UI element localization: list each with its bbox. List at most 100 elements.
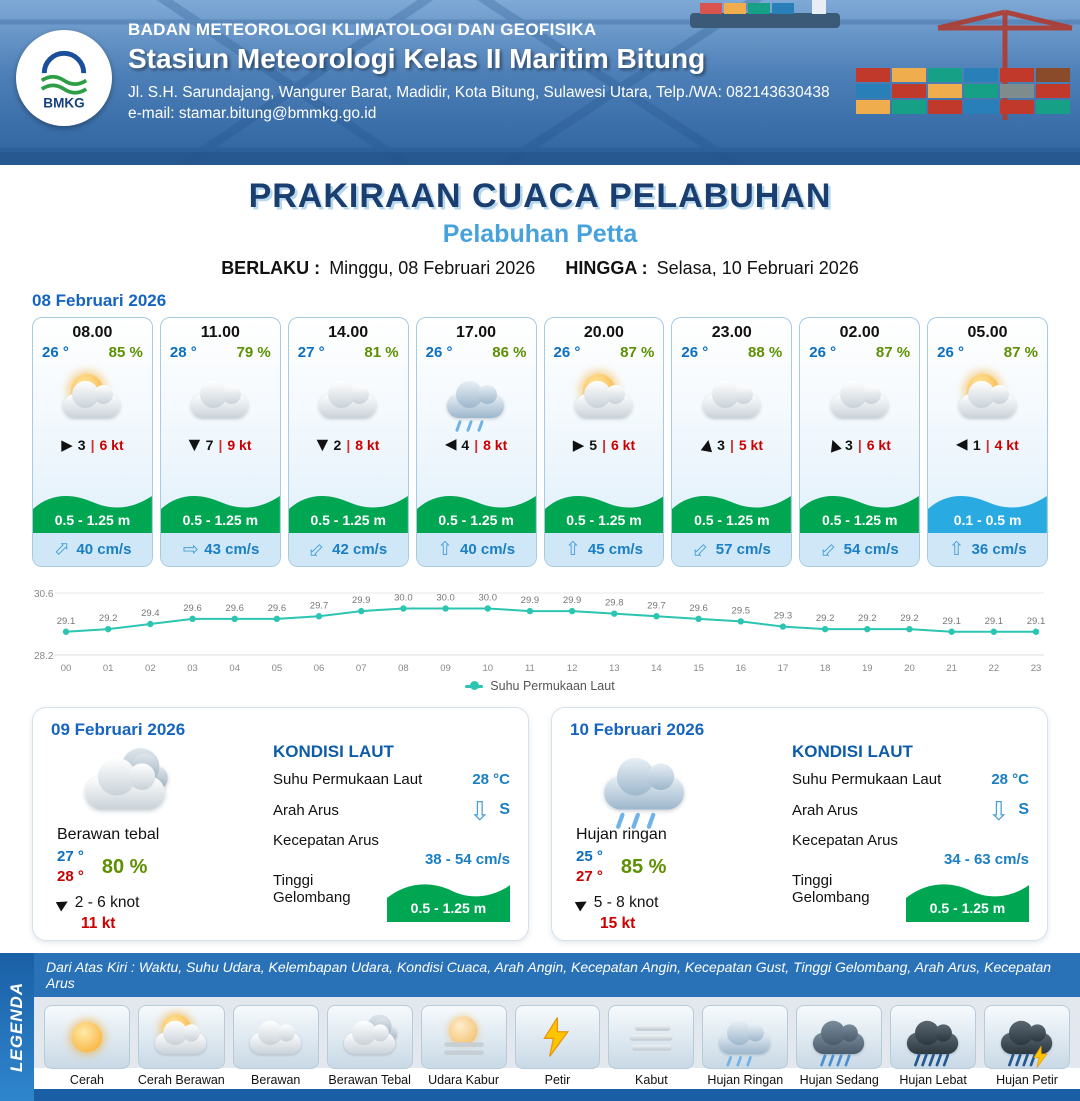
current-row: ⇧ 57 cm/s [672,533,792,566]
hour-label: 17.00 [456,324,497,341]
station-address: Jl. S.H. Sarundajang, Wangurer Barat, Ma… [128,84,830,101]
humidity-value: 87 % [875,344,911,361]
legend-section: LEGENDA Dari Atas Kiri : Waktu, Suhu Uda… [0,953,1080,1101]
daily-card: 09 Februari 2026 Berawan tebal 27 ° 28 °… [32,707,529,941]
petir-icon [529,1015,587,1060]
hourly-card: 11.00 28 ° 79 % ▶ 7 | 9 kt 0.5 - 1.25 m ⇧ 43 cm/s [159,317,281,567]
humidity-value: 85 % [620,855,667,878]
legend-items-row: Cerah Cerah Berawan Berawan Berawan Tebal Ud… [34,997,1080,1089]
current-speed-value: 43 cm/s [204,541,260,558]
wind-speed: 4 [461,437,470,453]
sst-chart-section: 30.6 28.2 29.1 00 29.2 01 29.4 02 29.6 03 29.6 04 29… [32,577,1048,693]
udara-kabur-icon [435,1015,493,1060]
daily-weather-icon-slot [600,748,684,830]
wind-gust: 8 kt [355,437,380,453]
svg-text:29.8: 29.8 [605,598,624,609]
wind-gust: 15 kt [600,914,636,932]
current-direction-label: Arah Arus [792,801,858,819]
svg-text:29.1: 29.1 [942,616,961,627]
cerah-berawan-icon [153,1014,211,1060]
bmkg-logo-emblem: BMKG [40,50,88,111]
current-direction-icon: ⇧ [437,539,453,560]
svg-text:17: 17 [778,663,789,674]
wave-height-value: 0.5 - 1.25 m [821,512,898,528]
wave-height-band: 0.5 - 1.25 m [416,487,536,533]
svg-text:29.9: 29.9 [563,595,582,606]
condition-label: Hujan ringan [576,826,667,843]
wind-direction-icon: ▶ [444,436,457,454]
humidity-value: 79 % [236,344,271,361]
legend-item-label: Hujan Petir [996,1073,1058,1087]
wave-height-badge: 0.5 - 1.25 m [386,874,510,922]
wind-row: ▶ 7 | 9 kt [186,437,252,453]
svg-text:19: 19 [862,663,873,674]
temp-max: 27 ° [576,868,603,886]
legend-icon-box [514,1005,601,1069]
legend-item: Cerah [44,1005,130,1087]
svg-text:29.4: 29.4 [141,608,160,619]
wind-speed: 1 [972,437,981,453]
current-speed-label: Kecepatan Arus [273,832,379,849]
legend-icon-box [326,1005,413,1069]
validity-period: BERLAKU : Minggu, 08 Februari 2026 HINGGA… [0,258,1080,279]
legend-item-label: Cerah [69,1073,104,1087]
svg-text:10: 10 [482,663,493,674]
current-direction-icon: ⇧ [468,795,491,825]
daily-weather-icon-slot [81,748,168,818]
hujan-ringan-icon [716,1015,774,1067]
svg-text:16: 16 [735,663,746,674]
cerah-berawan-icon [956,374,1020,424]
hourly-card: 08.00 26 ° 85 % ▶ 3 | 6 kt 0.5 - 1.25 m ⇧ 40 cm/s [32,317,153,567]
current-direction-icon: ⇧ [987,795,1010,825]
sst-label: Suhu Permukaan Laut [273,771,423,788]
legend-icon-box [420,1005,507,1069]
svg-text:04: 04 [229,663,240,674]
org-name: BADAN METEOROLOGI KLIMATOLOGI DAN GEOFIS… [128,20,597,39]
divider: | [346,437,351,453]
temp-max: 28 ° [57,868,84,886]
current-row: ⇧ 42 cm/s [288,533,408,566]
wind-direction-icon: ▶ [697,437,716,453]
cerah-berawan-icon [572,374,636,424]
current-speed-value: 40 cm/s [76,541,132,558]
humidity-value: 86 % [492,344,527,361]
svg-text:29.1: 29.1 [985,616,1004,627]
wind-gust: 9 kt [227,437,252,453]
berawan-icon [247,1015,305,1060]
current-direction-icon: ⇧ [687,536,714,563]
legend-item: Petir [514,1005,601,1087]
wave-height-value: 0.5 - 1.25 m [929,900,1006,916]
hujan-petir-icon [998,1015,1056,1068]
svg-text:22: 22 [989,663,1000,674]
current-direction-label: Arah Arus [273,801,339,819]
current-speed-value: 36 cm/s [971,541,1027,558]
wind-direction-icon: ▶ [956,436,968,454]
legend-item-label: Petir [544,1073,571,1087]
berawan-icon [700,374,764,424]
wave-height-band: 0.5 - 1.25 m [672,487,792,533]
wind-speed: 3 [77,437,86,453]
daily-card: 10 Februari 2026 Hujan ringan 25 ° 27 ° … [551,707,1048,941]
svg-text:00: 00 [61,663,72,674]
weather-icon-slot [316,363,380,435]
hingga-value: Selasa, 10 Februari 2026 [656,258,859,278]
legend-icon-box [232,1005,319,1069]
kabut-icon [623,1015,681,1060]
berawan-tebal-icon [341,1014,399,1060]
legend-title: LEGENDA [0,953,34,1101]
svg-text:03: 03 [187,663,198,674]
current-direction-value: S [1018,801,1029,818]
current-direction-icon: ⇧ [815,536,842,563]
wave-height-badge: 0.5 - 1.25 m [905,874,1029,922]
legend-item-label: Udara Kabur [428,1073,499,1087]
wind-gust: 6 kt [866,437,891,453]
wind-gust: 6 kt [611,437,636,453]
temp-value: 26 ° [937,344,964,361]
hour-label: 05.00 [967,324,1008,341]
weather-icon-slot [828,363,892,435]
current-speed-value: 34 - 63 cm/s [943,851,1029,868]
title-section: PRAKIRAAN CUACA PELABUHAN Pelabuhan Pett… [0,165,1080,279]
temp-min: 27 ° [57,848,84,865]
port-illustration [0,0,1080,165]
current-direction-icon: ⇧ [304,536,331,563]
